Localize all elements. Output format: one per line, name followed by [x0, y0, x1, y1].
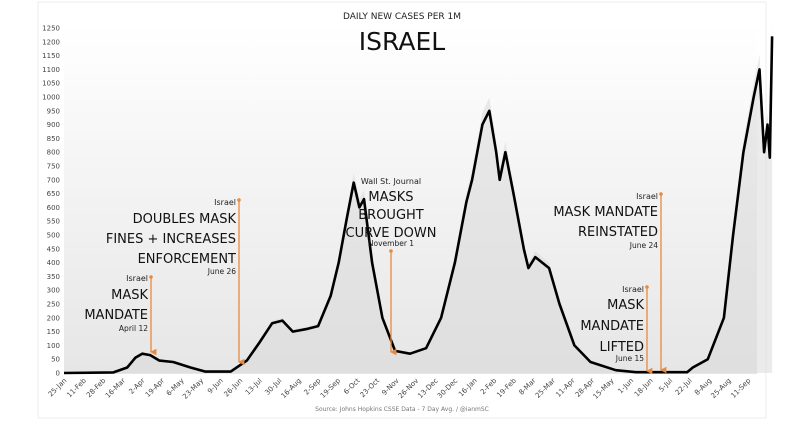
annotation-text: MANDATE: [580, 319, 644, 334]
y-tick-label: 1200: [42, 38, 60, 46]
annotation-source: Israel: [622, 285, 644, 294]
y-tick-label: 1250: [42, 25, 60, 33]
annotation-text: ENFORCEMENT: [138, 252, 236, 267]
y-tick-label: 1000: [42, 94, 60, 102]
y-tick-label: 0: [56, 370, 60, 378]
y-tick-label: 900: [47, 121, 60, 129]
annotation-mask-mandate-april: Israel MASK MANDATE April 12: [84, 274, 157, 356]
y-tick-label: 500: [47, 232, 60, 240]
annotation-text: MANDATE: [84, 308, 148, 323]
y-tick-label: 600: [47, 204, 60, 212]
y-tick-label: 100: [47, 342, 60, 350]
annotation-source: Israel: [126, 274, 148, 283]
annotation-text: MASKS: [368, 190, 413, 205]
y-axis: 0 50 100 150 200 250 300 350 400 450 500 550 600 650 7…: [42, 25, 60, 378]
y-tick-label: 1100: [42, 66, 60, 74]
y-tick-label: 1150: [42, 52, 60, 60]
seven-day-avg-line: [63, 36, 774, 375]
annotation-mask-reinstated: Israel MASK MANDATE REINSTATED June 24: [553, 192, 667, 374]
annotation-text: BROUGHT: [358, 208, 424, 223]
y-tick-label: 800: [47, 149, 60, 157]
annotation-date: June 24: [629, 241, 658, 250]
annotation-dot: [389, 249, 393, 253]
annotation-text: LIFTED: [600, 340, 645, 355]
y-tick-label: 650: [47, 190, 60, 198]
annotation-dot: [237, 198, 241, 202]
y-tick-label: 950: [47, 107, 60, 115]
annotation-date: November 1: [368, 239, 414, 248]
annotation-dot: [645, 285, 649, 289]
annotation-text: DOUBLES MASK: [133, 212, 237, 227]
source-note: Source: Johns Hopkins CSSE Data - 7 Day …: [315, 406, 489, 413]
annotation-date: June 15: [615, 354, 644, 363]
y-tick-label: 700: [47, 176, 60, 184]
y-tick-label: 750: [47, 163, 60, 171]
annotation-source: Israel: [214, 198, 236, 207]
y-tick-label: 200: [47, 314, 60, 322]
annotation-mask-lifted: Israel MASK MANDATE LIFTED June 15: [580, 285, 653, 375]
annotation-dot: [149, 275, 153, 279]
annotation-date: April 12: [119, 324, 148, 333]
chart-subtitle: DAILY NEW CASES PER 1M: [343, 12, 461, 22]
y-tick-label: 450: [47, 245, 60, 253]
annotation-source: Israel: [636, 192, 658, 201]
y-tick-label: 50: [51, 356, 60, 364]
annotation-source: Wall St. Journal: [361, 177, 421, 186]
annotation-text: FINES + INCREASES: [106, 232, 236, 247]
plot-area: [64, 24, 757, 374]
annotation-date: June 26: [207, 267, 236, 276]
chart-title: ISRAEL: [359, 27, 445, 56]
annotation-text: REINSTATED: [578, 225, 658, 240]
y-tick-label: 350: [47, 273, 60, 281]
y-tick-label: 150: [47, 328, 60, 336]
annotation-text: MASK: [607, 298, 644, 313]
annotation-doubles-fines: Israel DOUBLES MASK FINES + INCREASES EN…: [106, 198, 245, 366]
y-tick-label: 850: [47, 135, 60, 143]
annotation-wsj: Wall St. Journal MASKS BROUGHT CURVE DOW…: [346, 177, 437, 356]
annotation-text: CURVE DOWN: [346, 226, 437, 241]
y-tick-label: 1050: [42, 80, 60, 88]
y-tick-label: 250: [47, 301, 60, 309]
y-tick-label: 300: [47, 287, 60, 295]
annotation-text: MASK MANDATE: [553, 205, 658, 220]
y-tick-label: 550: [47, 218, 60, 226]
annotation-text: MASK: [111, 288, 148, 303]
y-tick-label: 400: [47, 259, 60, 267]
annotation-dot: [659, 192, 663, 196]
